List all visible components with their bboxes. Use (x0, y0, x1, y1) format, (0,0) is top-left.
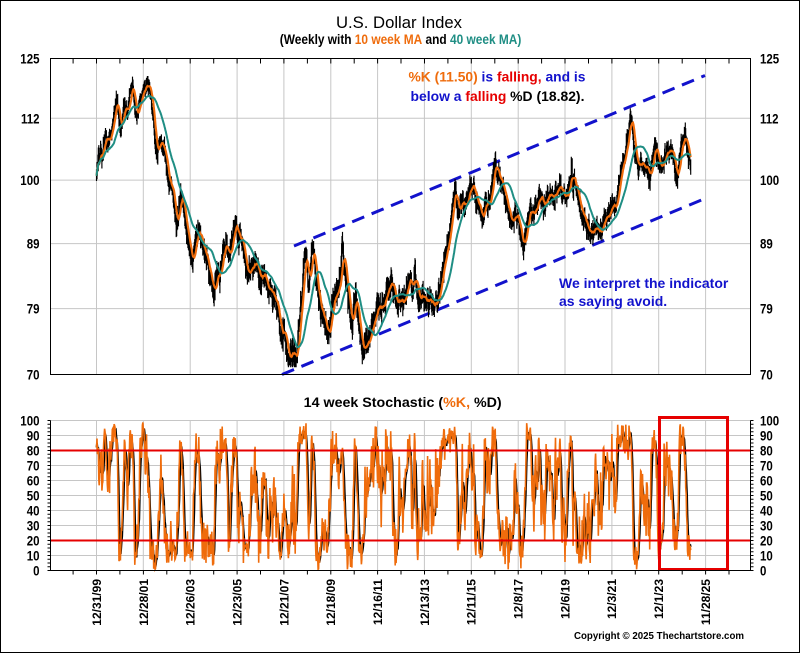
svg-text:79: 79 (27, 301, 40, 317)
svg-text:%K,: %K, (443, 394, 470, 410)
svg-text:20: 20 (760, 533, 773, 549)
svg-text:70: 70 (760, 367, 773, 383)
svg-text:70: 70 (27, 458, 40, 474)
svg-text:12/6/19: 12/6/19 (558, 579, 572, 619)
svg-text:14 week Stochastic (: 14 week Stochastic ( (304, 394, 444, 410)
svg-text:50: 50 (27, 488, 40, 504)
svg-text:12/31/99: 12/31/99 (90, 579, 104, 626)
svg-text:12/23/05: 12/23/05 (231, 579, 245, 626)
svg-text:80: 80 (27, 443, 40, 459)
svg-text:89: 89 (760, 236, 773, 252)
svg-text:20: 20 (27, 533, 40, 549)
svg-text:10 week MA: 10 week MA (355, 31, 422, 47)
svg-text:40: 40 (760, 503, 773, 519)
svg-text:100: 100 (760, 172, 779, 188)
svg-text:12/26/03: 12/26/03 (184, 579, 198, 626)
svg-text:12/13/13: 12/13/13 (418, 579, 432, 626)
svg-text:below a: below a (411, 88, 466, 104)
svg-text:is: is (478, 69, 497, 85)
svg-text:90: 90 (27, 428, 40, 444)
svg-text:125: 125 (760, 51, 779, 67)
svg-text:12/3/21: 12/3/21 (605, 579, 619, 619)
svg-text:10: 10 (760, 548, 773, 564)
svg-text:10: 10 (27, 548, 40, 564)
svg-text:Copyright © 2025 Thechartstore: Copyright © 2025 Thechartstore.com (574, 630, 744, 642)
svg-text:100: 100 (20, 413, 39, 429)
svg-text:0: 0 (33, 563, 40, 579)
svg-text:12/8/17: 12/8/17 (512, 579, 526, 619)
svg-text:80: 80 (760, 443, 773, 459)
svg-text:%K (11.50): %K (11.50) (409, 69, 478, 85)
svg-text:70: 70 (27, 367, 40, 383)
svg-text:90: 90 (760, 428, 773, 444)
svg-text:%D): %D) (470, 394, 502, 410)
svg-text:30: 30 (760, 518, 773, 534)
svg-text:112: 112 (760, 110, 779, 126)
svg-text:12/28/01: 12/28/01 (137, 579, 151, 626)
svg-text:79: 79 (760, 301, 773, 317)
svg-text:70: 70 (760, 458, 773, 474)
svg-text:125: 125 (20, 51, 39, 67)
svg-text:0: 0 (760, 563, 767, 579)
svg-text:12/16/11: 12/16/11 (371, 579, 385, 625)
svg-text:falling: falling (465, 88, 506, 104)
svg-text:11/28/25: 11/28/25 (699, 579, 713, 625)
svg-text:12/1/23: 12/1/23 (652, 579, 666, 619)
svg-text:30: 30 (27, 518, 40, 534)
svg-text:89: 89 (27, 236, 40, 252)
svg-text:60: 60 (760, 473, 773, 489)
svg-text:12/11/15: 12/11/15 (465, 579, 479, 625)
svg-text:(Weekly with: (Weekly with (280, 31, 355, 47)
svg-text:40 week MA): 40 week MA) (450, 31, 521, 47)
svg-text:as saying avoid.: as saying avoid. (559, 293, 667, 309)
svg-text:U.S. Dollar Index: U.S. Dollar Index (336, 13, 462, 32)
svg-text:and: and (422, 31, 450, 47)
svg-text:40: 40 (27, 503, 40, 519)
svg-text:50: 50 (760, 488, 773, 504)
svg-text:%D (18.82).: %D (18.82). (506, 88, 584, 104)
svg-text:12/21/07: 12/21/07 (277, 579, 291, 626)
svg-text:60: 60 (27, 473, 40, 489)
svg-text:falling,: falling, (497, 69, 542, 85)
svg-text:112: 112 (21, 110, 40, 126)
svg-text:and is: and is (542, 69, 586, 85)
svg-text:12/18/09: 12/18/09 (324, 579, 338, 626)
svg-text:100: 100 (760, 413, 779, 429)
svg-text:We interpret the indicator: We interpret the indicator (559, 275, 729, 291)
svg-text:100: 100 (20, 172, 39, 188)
